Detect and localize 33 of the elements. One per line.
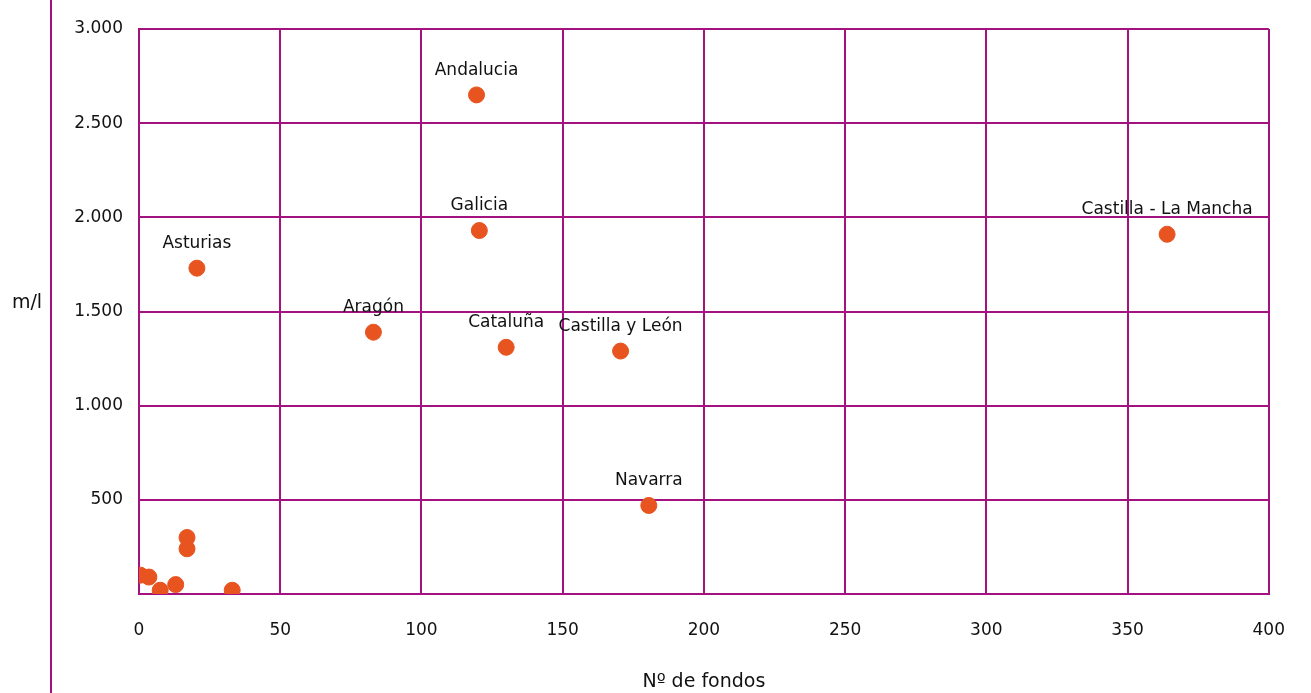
point: [612, 342, 630, 360]
x-tick-label: 0: [133, 618, 145, 639]
x-axis-title: Nº de fondos: [642, 669, 766, 692]
annotation: Cataluña: [468, 311, 545, 332]
annotation: Galicia: [450, 194, 509, 215]
point: [364, 323, 382, 341]
point: [497, 338, 515, 356]
x-tick-label: 400: [1252, 618, 1285, 639]
point: [640, 496, 658, 514]
y-tick-label: 3.000: [74, 17, 123, 38]
y-tick-label: 500: [90, 488, 123, 509]
x-tick-label: 300: [970, 618, 1003, 639]
point: [188, 259, 206, 277]
y-tick-label: 1.000: [74, 394, 123, 415]
x-tick-label: 200: [687, 618, 721, 639]
point: [470, 222, 488, 240]
y-tick-label: 2.500: [74, 111, 123, 132]
x-tick-label: 150: [546, 618, 579, 639]
x-tick-label: 350: [1111, 618, 1144, 639]
annotation: Andalucia: [434, 58, 519, 79]
point: [140, 568, 158, 586]
x-tick-label: 250: [828, 618, 862, 639]
x-tick-label: 100: [405, 618, 438, 639]
y-tick-label: 2.000: [74, 205, 123, 226]
point: [1158, 225, 1176, 243]
annotation: Aragón: [342, 296, 404, 317]
point: [468, 86, 486, 104]
x-tick-label: 50: [269, 618, 292, 639]
y-tick-label: 1.500: [74, 299, 123, 320]
annotation: Asturias: [162, 232, 232, 253]
point: [167, 576, 185, 594]
annotation: Navarra: [614, 469, 683, 490]
y-axis-title: m/l: [11, 289, 43, 312]
